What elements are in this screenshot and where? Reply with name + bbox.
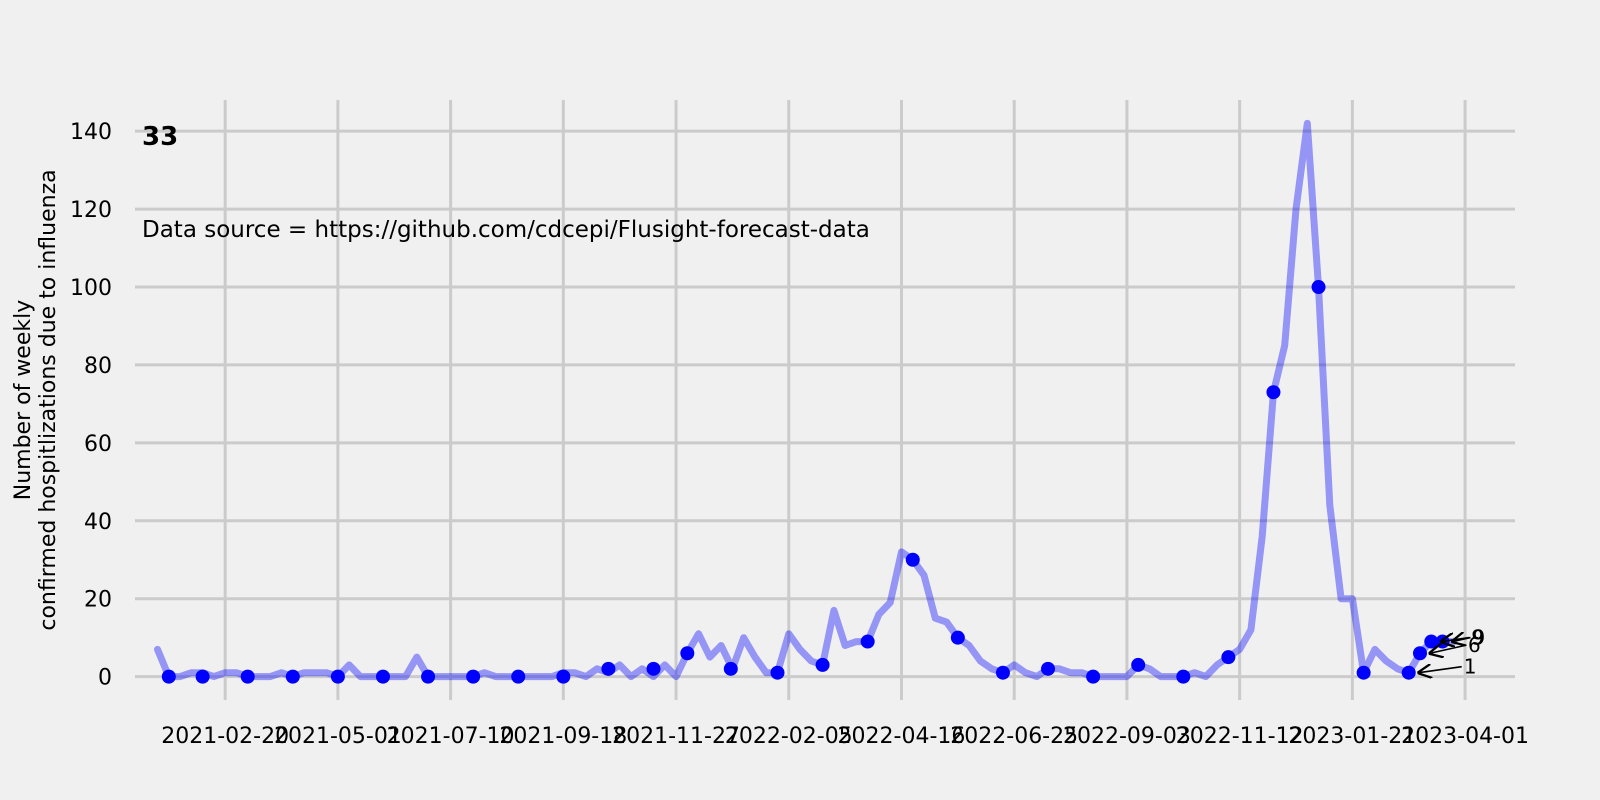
data-point: [1086, 669, 1101, 684]
data-point-markers: [161, 280, 1450, 684]
panel-label: 33: [142, 122, 178, 152]
data-point: [1266, 385, 1281, 400]
data-point: [1401, 665, 1416, 680]
data-point: [723, 661, 738, 676]
x-tick-labels: 2021-02-202021-05-012021-07-102021-09-18…: [161, 724, 1529, 749]
x-tick-label: 2021-07-10: [387, 724, 515, 749]
grid-lines: [135, 100, 1515, 700]
series-line-group: [154, 119, 1458, 681]
data-point: [815, 657, 830, 672]
data-point: [995, 665, 1010, 680]
y-tick-label: 120: [70, 198, 112, 223]
x-tick-label: 2021-02-20: [161, 724, 289, 749]
y-tick-label: 0: [98, 666, 112, 691]
data-point: [285, 669, 300, 684]
data-point: [770, 665, 785, 680]
data-point: [601, 661, 616, 676]
data-point: [1131, 657, 1146, 672]
data-point: [1412, 646, 1427, 661]
x-tick-label: 2021-09-18: [499, 724, 627, 749]
data-point: [511, 669, 526, 684]
y-axis-label-line-2: confirmed hospitlizations due to influen…: [36, 169, 61, 630]
point-label-arrow: [1419, 667, 1462, 673]
y-axis-label-line-1: Number of weekly: [11, 300, 36, 501]
y-tick-labels: 0 20 40 60 80 100 120 140: [70, 120, 112, 690]
y-tick-label: 40: [84, 510, 112, 535]
data-point: [905, 552, 920, 567]
data-point: [161, 669, 176, 684]
data-point: [646, 661, 661, 676]
data-point: [556, 669, 571, 684]
x-tick-label: 2021-05-01: [274, 724, 402, 749]
data-point: [680, 646, 695, 661]
data-point: [1221, 650, 1236, 665]
data-point: [1041, 661, 1056, 676]
point-value-label: 6: [1468, 633, 1481, 657]
data-point: [195, 669, 210, 684]
data-point: [330, 669, 345, 684]
x-tick-label: 2022-02-05: [725, 724, 853, 749]
x-tick-label: 2021-11-27: [612, 724, 740, 749]
x-tick-label: 2023-01-21: [1288, 724, 1416, 749]
y-tick-label: 20: [84, 588, 112, 613]
data-point: [860, 634, 875, 649]
y-tick-label: 80: [84, 354, 112, 379]
data-point: [1176, 669, 1191, 684]
x-tick-label: 2022-04-16: [838, 724, 966, 749]
point-value-label: 9: [1473, 626, 1486, 650]
y-axis-label: Number of weekly confirmed hospitlizatio…: [11, 169, 61, 630]
data-point: [1311, 280, 1326, 295]
x-tick-label: 2022-09-03: [1063, 724, 1191, 749]
y-tick-label: 60: [84, 432, 112, 457]
point-label-arrow: [1453, 638, 1471, 642]
data-point: [1356, 665, 1371, 680]
point-value-label: 1: [1464, 655, 1477, 679]
data-source-annotation: Data source = https://github.com/cdcepi/…: [142, 217, 870, 243]
y-tick-label: 140: [70, 120, 112, 145]
data-point: [375, 669, 390, 684]
x-tick-label: 2022-06-25: [950, 724, 1078, 749]
point-value-label: 9: [1471, 626, 1484, 650]
x-tick-label: 2023-04-01: [1401, 724, 1529, 749]
data-point: [466, 669, 481, 684]
y-tick-label: 100: [70, 276, 112, 301]
data-point: [421, 669, 436, 684]
x-tick-label: 2022-11-12: [1176, 724, 1304, 749]
data-point: [950, 630, 965, 645]
data-point: [240, 669, 255, 684]
series-line: [154, 119, 1458, 681]
